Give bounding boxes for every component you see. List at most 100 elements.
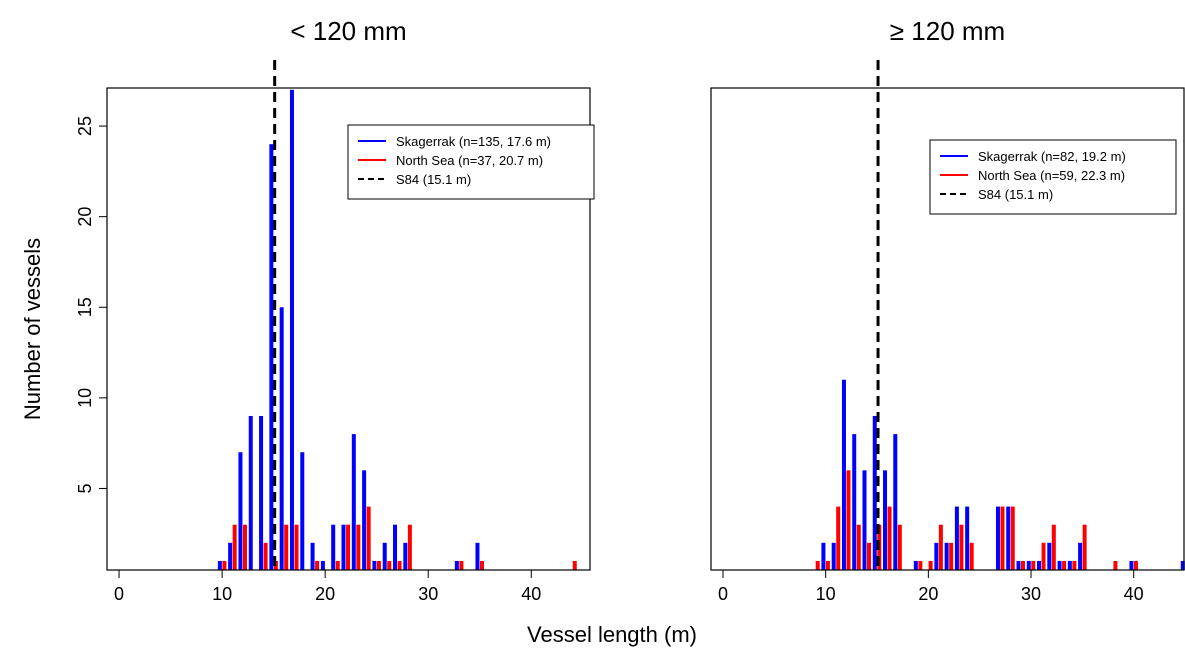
bar xyxy=(949,542,954,570)
bar xyxy=(1078,542,1083,570)
bar xyxy=(1133,560,1138,570)
bar xyxy=(387,560,392,570)
x-tick-label: 0 xyxy=(718,584,728,604)
x-tick-label: 40 xyxy=(521,584,541,604)
legend-label: North Sea (n=37, 20.7 m) xyxy=(396,153,543,168)
bar xyxy=(856,524,861,570)
bar xyxy=(1026,560,1031,570)
bar xyxy=(934,542,939,570)
bar xyxy=(954,506,959,570)
x-tick-label: 20 xyxy=(918,584,938,604)
bar xyxy=(294,524,299,570)
legend-label: North Sea (n=59, 22.3 m) xyxy=(978,168,1125,183)
bar xyxy=(382,542,387,570)
bar xyxy=(862,470,867,570)
bar xyxy=(1062,560,1067,570)
plot-frame xyxy=(710,87,1185,571)
bar xyxy=(351,434,356,570)
bar xyxy=(217,560,222,570)
bar xyxy=(821,542,826,570)
bar xyxy=(938,524,943,570)
bar xyxy=(310,542,315,570)
bar xyxy=(1006,506,1011,570)
bar xyxy=(362,470,367,570)
bar xyxy=(407,524,412,570)
bar xyxy=(259,415,264,570)
x-tick-label: 30 xyxy=(1021,584,1041,604)
bar xyxy=(959,524,964,570)
legend-label: S84 (15.1 m) xyxy=(396,172,471,187)
bar xyxy=(1180,560,1185,570)
bar xyxy=(887,506,892,570)
bar xyxy=(893,434,898,570)
bar xyxy=(1037,560,1042,570)
bar xyxy=(480,560,485,570)
bar xyxy=(852,434,857,570)
bar xyxy=(232,524,237,570)
x-tick-label: 30 xyxy=(418,584,438,604)
legend-label: Skagerrak (n=135, 17.6 m) xyxy=(396,134,551,149)
bar xyxy=(346,524,351,570)
legend-label: Skagerrak (n=82, 19.2 m) xyxy=(978,149,1126,164)
bar xyxy=(883,470,888,570)
bar xyxy=(454,560,459,570)
bar xyxy=(315,560,320,570)
bar xyxy=(1021,560,1026,570)
bar xyxy=(335,560,340,570)
bar xyxy=(572,560,577,570)
bar xyxy=(1067,560,1072,570)
x-axis-label: Vessel length (m) xyxy=(527,622,697,647)
bar xyxy=(269,144,274,571)
bar xyxy=(222,560,227,570)
x-tick-label: 10 xyxy=(212,584,232,604)
bar xyxy=(403,542,408,570)
y-axis-label: Number of vessels xyxy=(20,238,45,420)
y-tick-label: 10 xyxy=(75,388,95,408)
bar xyxy=(341,524,346,570)
bar xyxy=(1072,560,1077,570)
bar xyxy=(300,452,305,570)
bar xyxy=(831,542,836,570)
bar xyxy=(969,542,974,570)
legend-box xyxy=(347,124,595,200)
bar xyxy=(965,506,970,570)
panel-title: ≥ 120 mm xyxy=(890,16,1005,46)
bar xyxy=(1031,560,1036,570)
bar xyxy=(475,542,480,570)
y-tick-label: 20 xyxy=(75,207,95,227)
bar xyxy=(1129,560,1134,570)
bar xyxy=(825,560,830,570)
bar xyxy=(1113,560,1118,570)
bar xyxy=(372,560,377,570)
plot-frame xyxy=(106,87,591,571)
bar xyxy=(918,560,923,570)
bar xyxy=(397,560,402,570)
legend-label: S84 (15.1 m) xyxy=(978,187,1053,202)
y-tick-label: 25 xyxy=(75,116,95,136)
bar xyxy=(242,524,247,570)
bar xyxy=(872,415,877,570)
y-tick-label: 15 xyxy=(75,297,95,317)
y-tick-label: 5 xyxy=(75,483,95,493)
panel-title: < 120 mm xyxy=(290,16,406,46)
bar xyxy=(1051,524,1056,570)
bar xyxy=(320,560,325,570)
bar xyxy=(897,524,902,570)
bar xyxy=(263,542,268,570)
bar xyxy=(867,542,872,570)
bar xyxy=(376,560,381,570)
bar xyxy=(331,524,336,570)
bar xyxy=(928,560,933,570)
bar xyxy=(228,542,233,570)
bar xyxy=(1041,542,1046,570)
bar xyxy=(459,560,464,570)
bar xyxy=(366,506,371,570)
bar xyxy=(1000,506,1005,570)
bar xyxy=(836,506,841,570)
bar xyxy=(393,524,398,570)
bar xyxy=(289,89,294,571)
bar xyxy=(815,560,820,570)
bar xyxy=(1010,506,1015,570)
bar xyxy=(248,415,253,570)
